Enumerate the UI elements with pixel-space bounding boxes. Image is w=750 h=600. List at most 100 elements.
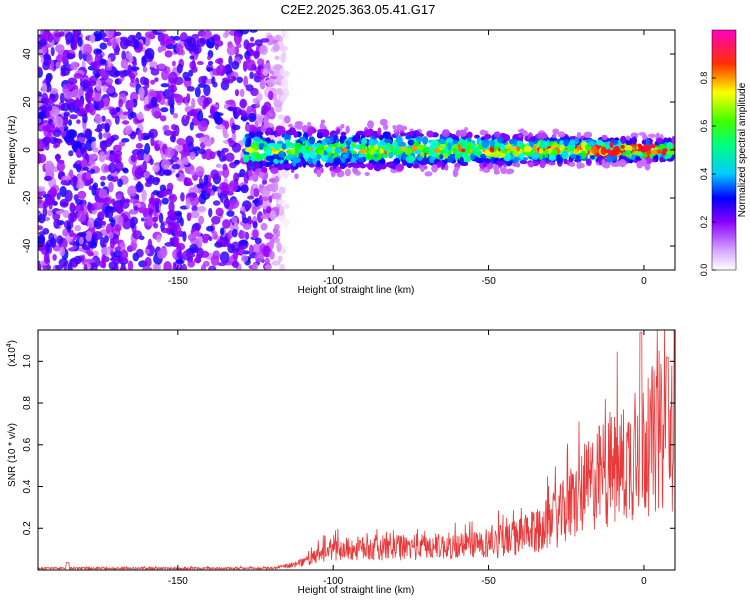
colorbar-tick-label: 0.8	[699, 72, 709, 85]
spectral-cell	[38, 118, 42, 124]
spectral-cell	[245, 59, 256, 71]
spectral-cell	[43, 60, 50, 66]
spectral-cell	[305, 146, 309, 150]
spectral-cell	[461, 152, 467, 159]
spectral-cell	[133, 39, 140, 50]
spectral-cell	[395, 163, 404, 172]
spectral-cell	[121, 50, 127, 61]
spectral-cell	[344, 168, 351, 177]
spectral-cell	[202, 238, 209, 244]
snr-x-label: Height of straight line (km)	[298, 585, 415, 596]
spectral-cell	[127, 185, 137, 197]
spectral-cell	[247, 219, 254, 224]
spectral-cell	[60, 67, 71, 76]
spectral-cell	[280, 52, 286, 64]
spectral-cell	[274, 175, 280, 183]
spectral-cell	[252, 97, 258, 104]
spectral-cell	[325, 139, 334, 144]
spectral-cell	[484, 133, 492, 140]
spectral-cell	[302, 125, 308, 132]
spectral-cell	[212, 200, 221, 206]
spectral-cell	[121, 138, 130, 143]
spectral-cell	[245, 139, 252, 148]
spectral-cell	[240, 116, 249, 121]
snr-multiplier-base: (x10	[7, 347, 18, 367]
spectral-cell	[352, 166, 358, 174]
spectral-cell	[568, 147, 575, 152]
spectral-cell	[260, 222, 268, 231]
spectral-cell	[129, 209, 136, 215]
spectral-cell	[43, 252, 50, 264]
spectral-cell	[395, 135, 402, 143]
spectral-cell	[484, 149, 492, 157]
spectral-cell	[427, 148, 436, 156]
spectral-cell	[231, 216, 238, 224]
spectral-cell	[379, 118, 388, 126]
spectral-cell	[112, 37, 117, 50]
spectral-cell	[359, 148, 367, 154]
spectral-cell	[454, 153, 459, 162]
spectral-cell	[454, 166, 460, 171]
spectral-cell	[334, 147, 341, 154]
spectral-cell	[329, 166, 334, 172]
spectral-cell	[79, 236, 84, 245]
spectral-cell	[144, 248, 150, 255]
spectral-cell	[77, 36, 83, 47]
spectral-cell	[493, 131, 501, 138]
spectral-cell	[248, 30, 258, 33]
spectral-cell	[232, 250, 239, 261]
spectral-cell	[117, 178, 123, 188]
spectral-cell	[207, 55, 212, 61]
spectral-cell	[264, 130, 271, 135]
spectral-cell	[192, 44, 202, 55]
spectral-cell	[129, 131, 136, 140]
spectral-cell	[203, 30, 212, 39]
spectral-cell	[439, 150, 444, 155]
spectral-cell	[76, 148, 81, 159]
spectral-cell	[433, 159, 439, 164]
spectral-cell	[73, 73, 83, 79]
spectral-cell	[316, 169, 322, 178]
spectral-cell	[321, 129, 330, 138]
spectral-cell	[102, 131, 112, 139]
spectral-cell	[238, 108, 243, 115]
spectral-cell	[667, 149, 675, 156]
spectral-cell	[206, 225, 214, 232]
spectral-cell	[253, 50, 260, 60]
spectral-cell	[114, 31, 122, 36]
spectral-cell	[458, 129, 467, 137]
spectral-cell	[280, 78, 288, 87]
colorbar-ticks: 0.0 0.2 0.4 0.6 0.8	[699, 72, 716, 276]
spectral-cell	[253, 72, 262, 79]
spectral-cell	[519, 160, 528, 164]
spectral-cell	[273, 192, 282, 200]
spectral-cell	[154, 143, 161, 152]
spectral-cell	[118, 98, 124, 108]
spectral-cell	[417, 155, 423, 162]
spectral-cell	[556, 156, 563, 164]
spectral-cell	[104, 30, 115, 39]
spectral-cell	[129, 66, 140, 71]
spectral-cell	[489, 139, 496, 148]
spectral-cell	[317, 131, 322, 137]
spectral-cell	[56, 235, 64, 245]
snr-y-ticks: 0.2 0.4 0.6 0.8 1.0	[22, 354, 675, 535]
spectral-cell	[45, 195, 56, 205]
spectral-cell	[182, 250, 191, 261]
spectral-cell	[62, 120, 68, 126]
spectral-cell	[325, 146, 334, 153]
spectral-cell	[513, 155, 519, 163]
spectral-cell	[147, 238, 153, 251]
spectral-cell	[121, 120, 130, 125]
spectral-cell	[214, 241, 223, 248]
spectral-cell	[640, 158, 647, 165]
spectral-cell	[66, 53, 76, 60]
spectral-cell	[239, 98, 247, 109]
spectral-cell	[187, 260, 196, 268]
spectral-cell	[55, 153, 60, 163]
spectral-cell	[186, 85, 195, 92]
spectral-cell	[150, 191, 155, 204]
spectral-cell	[160, 222, 165, 231]
spectral-cell	[531, 152, 539, 160]
spectral-cell	[150, 96, 158, 107]
